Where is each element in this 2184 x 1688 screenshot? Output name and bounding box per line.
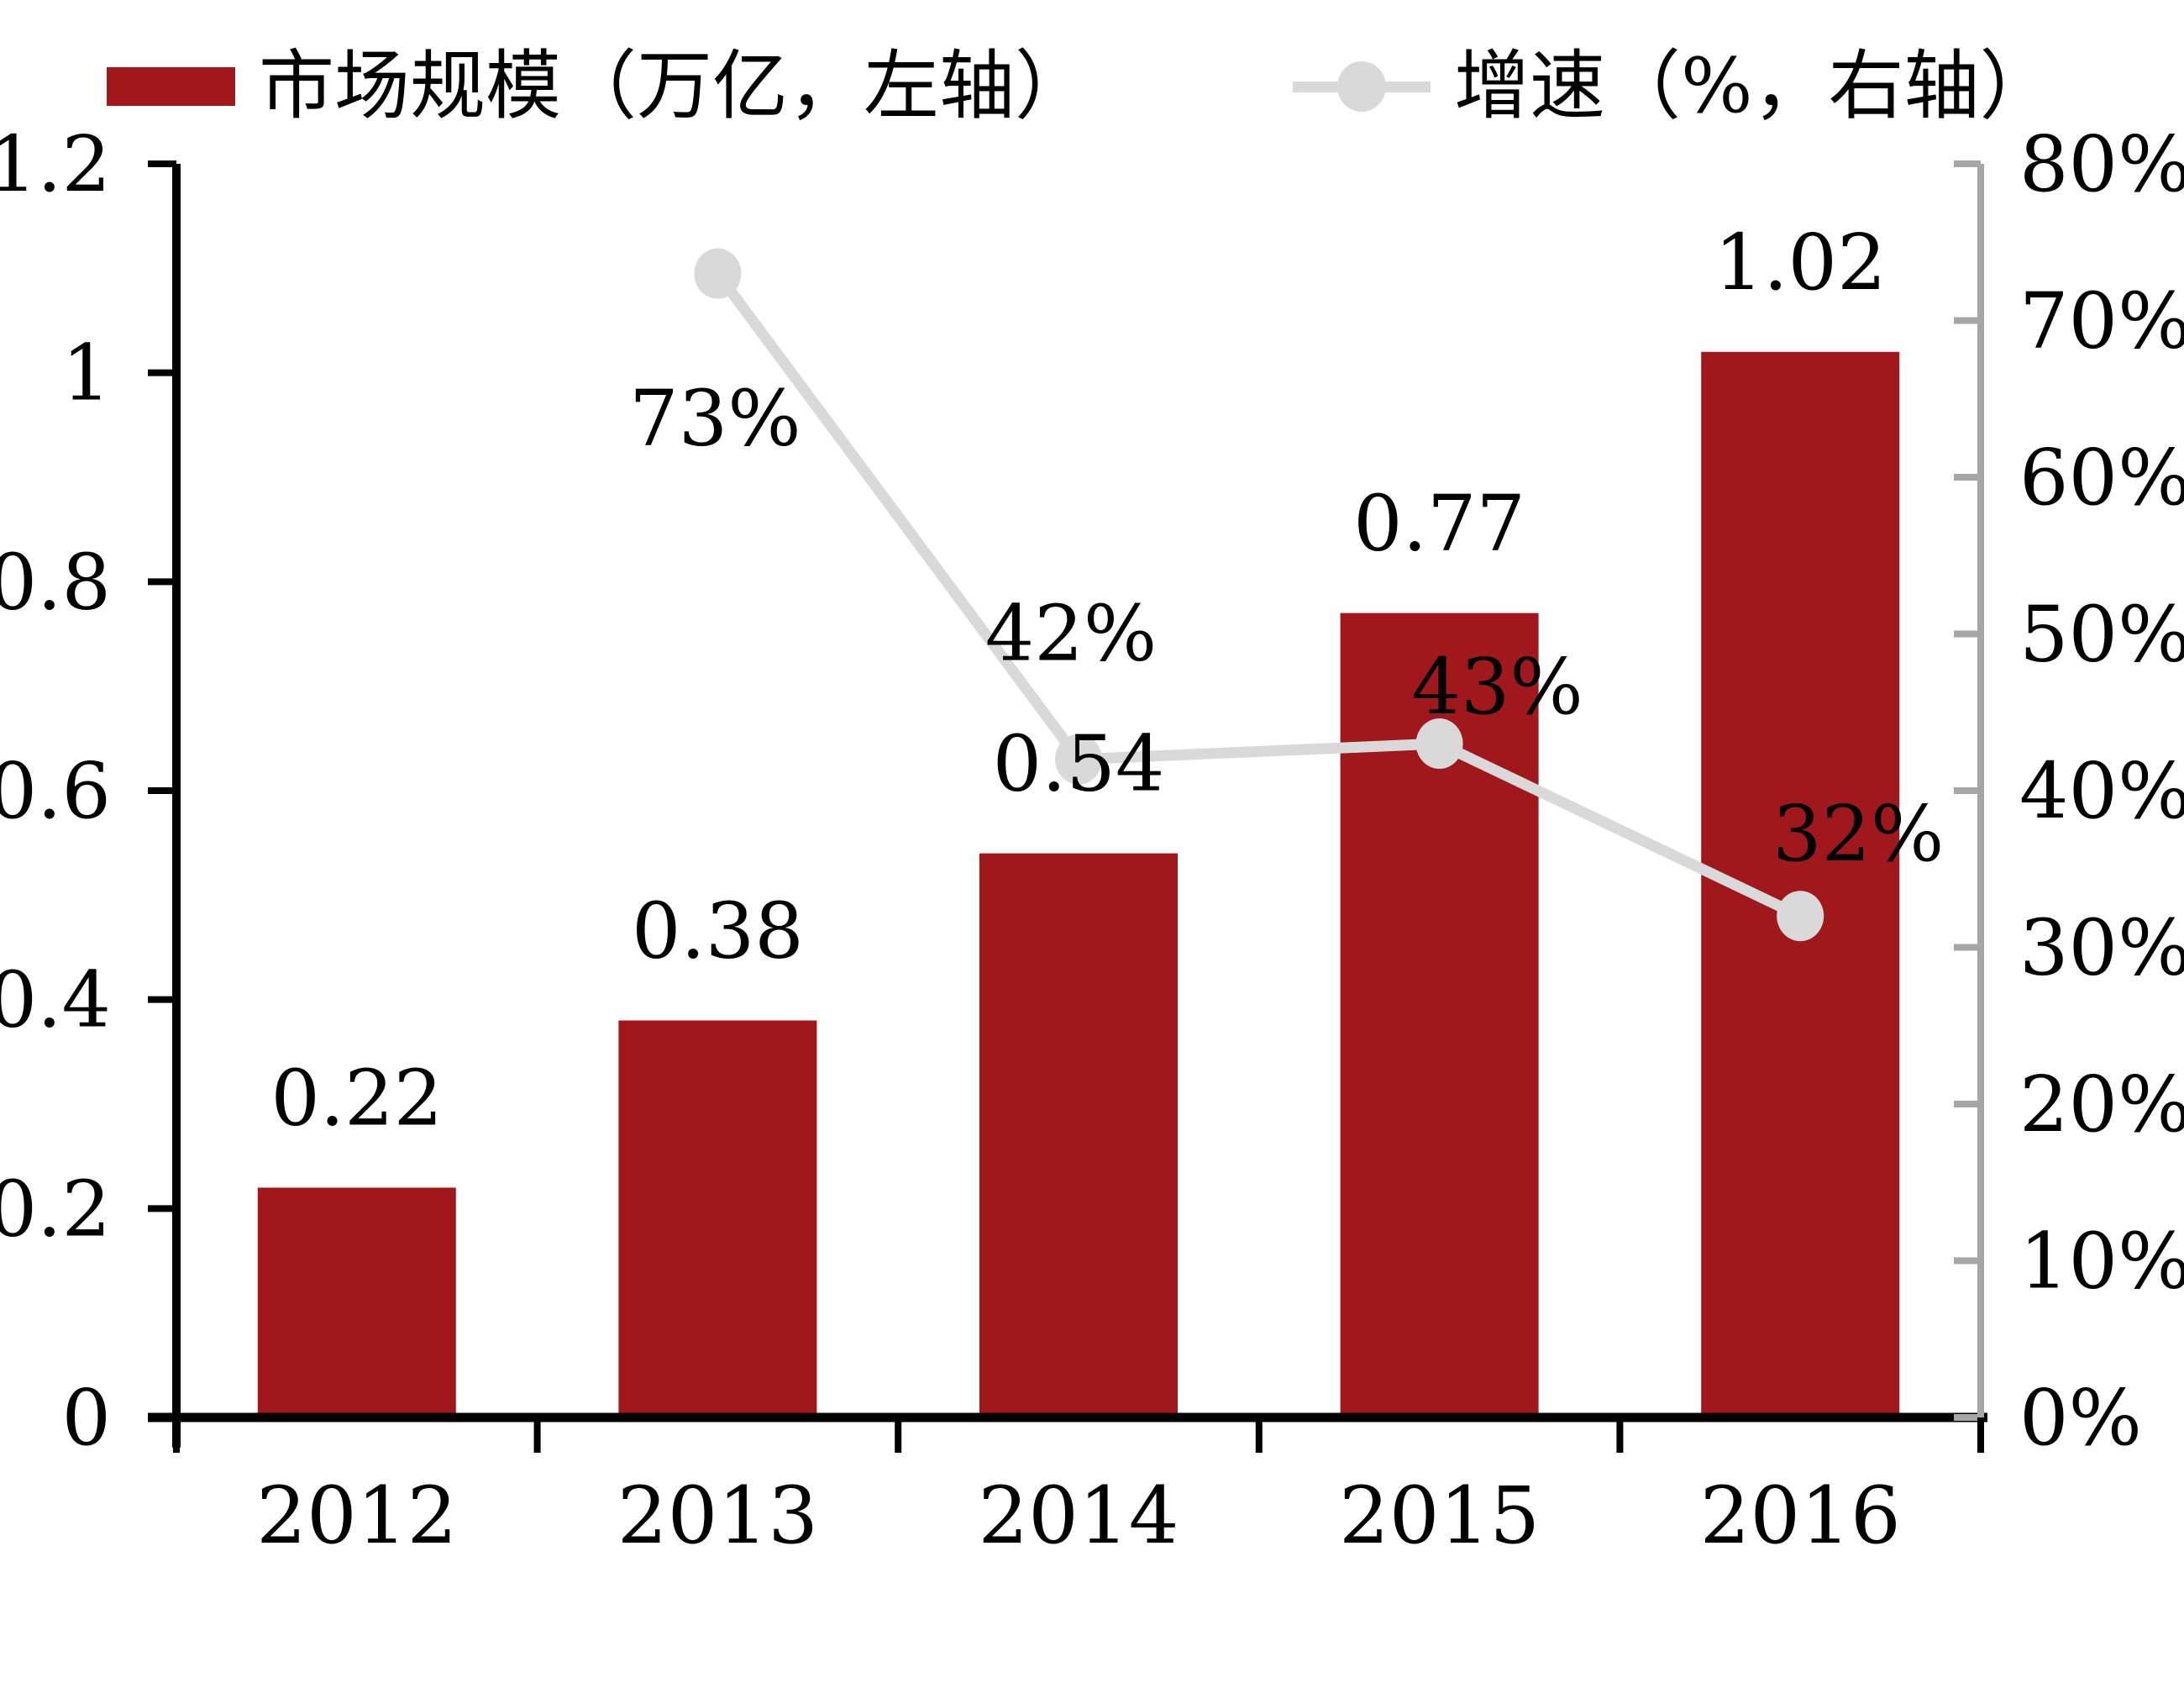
- right-axis-tick-label: 10%: [2019, 1217, 2184, 1307]
- right-axis-tick-label: 40%: [2019, 746, 2184, 836]
- right-axis-tick-label: 50%: [2019, 590, 2184, 680]
- bar-value-label: 0.38: [632, 886, 804, 976]
- left-axis-tick-label: 1: [61, 329, 111, 418]
- legend-label-growth: 增速（%，右轴）: [1454, 42, 2055, 130]
- right-axis-tick-label: 80%: [2019, 119, 2184, 209]
- right-axis-tick-label: 30%: [2019, 903, 2184, 993]
- x-axis-category-label: 2014: [978, 1470, 1179, 1562]
- legend-label-market-size: 市场规模（万亿，左轴）: [259, 42, 1090, 130]
- growth-value-label: 43%: [1411, 642, 1583, 732]
- legend-item-growth: 增速（%，右轴）: [1293, 34, 2055, 139]
- x-axis-category-label: 2015: [1339, 1470, 1540, 1562]
- growth-line: [711, 268, 1806, 922]
- growth-value-label: 42%: [985, 589, 1157, 679]
- x-axis-category-label: 2016: [1700, 1470, 1901, 1562]
- bar-value-label: 0.77: [1353, 479, 1525, 569]
- left-axis-tick-label: 1.2: [0, 119, 111, 209]
- bar-value-label: 0.22: [270, 1053, 443, 1143]
- growth-marker-2016: [1777, 891, 1824, 942]
- line-series-marker-icon: [1293, 61, 1431, 112]
- line-series-dot-icon: [1337, 61, 1386, 112]
- x-axis-category-label: 2013: [617, 1470, 818, 1562]
- bar-series-swatch-icon: [107, 67, 235, 106]
- right-axis-tick-label: 70%: [2019, 276, 2184, 366]
- bar-2014: [979, 853, 1178, 1417]
- growth-marker-2013: [694, 248, 742, 299]
- x-axis-category-label: 2012: [256, 1470, 457, 1562]
- right-axis-tick-label: 60%: [2019, 433, 2184, 523]
- bar-value-label: 0.54: [993, 719, 1165, 809]
- left-axis-tick-label: 0: [61, 1373, 111, 1463]
- growth-value-label: 32%: [1772, 789, 1944, 879]
- legend-item-market-size: 市场规模（万亿，左轴）: [107, 34, 1090, 139]
- right-axis-tick-label: 0%: [2019, 1373, 2142, 1463]
- bar-2012: [257, 1187, 456, 1417]
- growth-value-label: 73%: [629, 374, 801, 464]
- growth-marker-2015: [1415, 718, 1463, 770]
- left-axis-tick-label: 0.2: [0, 1164, 111, 1254]
- growth-marker-2014: [1055, 734, 1102, 785]
- bar-2013: [618, 1020, 817, 1417]
- right-axis-tick-label: 20%: [2019, 1060, 2184, 1149]
- left-axis-tick-label: 0.8: [0, 537, 111, 627]
- bar-value-label: 1.02: [1714, 218, 1887, 308]
- left-axis-tick-label: 0.4: [0, 955, 111, 1045]
- left-axis-tick-label: 0.6: [0, 746, 111, 836]
